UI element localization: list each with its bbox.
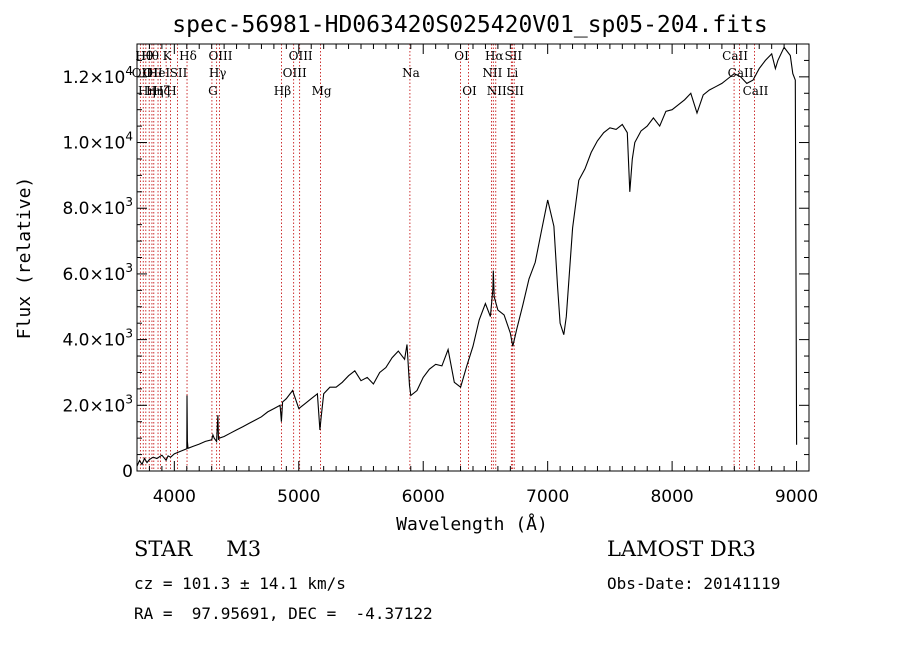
- line-marker-label: OIII: [208, 49, 232, 63]
- y-axis-label: Flux (relative): [14, 177, 35, 340]
- line-marker-label: OII: [143, 66, 163, 80]
- line-marker-label: H: [166, 84, 176, 98]
- y-tick-exponent: 3: [125, 392, 133, 406]
- x-tick-label: 7000: [526, 487, 569, 507]
- x-tick-label: 5000: [277, 487, 320, 507]
- y-tick-mantissa: 1.0×10: [62, 134, 125, 154]
- survey-name: LAMOST DR3: [607, 537, 756, 561]
- line-marker-label: Hα: [485, 49, 504, 63]
- y-tick-mantissa: 0: [122, 462, 133, 482]
- y-tick-mantissa: 4.0×10: [62, 331, 125, 351]
- line-marker-label: CaII: [728, 66, 754, 80]
- line-marker-label: NII: [487, 84, 507, 98]
- y-tick-exponent: 4: [125, 130, 133, 144]
- line-marker-label: OI: [454, 49, 469, 63]
- y-tick-mantissa: 8.0×10: [62, 199, 125, 219]
- line-marker-label: K: [163, 49, 173, 63]
- line-marker-label: OIII: [289, 49, 313, 63]
- object-class: STAR: [134, 537, 193, 561]
- y-tick-exponent: 3: [125, 261, 133, 275]
- y-tick-mantissa: 6.0×10: [62, 265, 125, 285]
- y-tick-label: 6.0×103: [62, 261, 133, 285]
- line-marker-label: HeI: [148, 66, 171, 80]
- y-tick-label: 2.0×103: [62, 392, 133, 416]
- line-marker-label: Hγ: [209, 66, 227, 80]
- y-tick-label: 1.0×104: [62, 130, 133, 154]
- line-markers: [139, 44, 755, 471]
- line-marker-label: OI: [462, 84, 477, 98]
- coordinates: RA = 97.95691, DEC = -4.37122: [134, 604, 433, 623]
- x-tick-label: 9000: [775, 487, 818, 507]
- line-marker-label: NII: [482, 66, 502, 80]
- y-tick-label: 8.0×103: [62, 195, 133, 219]
- line-marker-label: G: [208, 84, 218, 98]
- line-marker-label: Hδ: [179, 49, 197, 63]
- line-marker-label: CaII: [722, 49, 748, 63]
- line-marker-label: Hθ: [135, 49, 153, 63]
- y-tick-mantissa: 2.0×10: [62, 396, 125, 416]
- line-marker-label: OIII: [283, 66, 307, 80]
- y-tick-mantissa: 1.2×10: [62, 68, 125, 88]
- y-tick-exponent: 3: [125, 195, 133, 209]
- y-tick-exponent: 4: [125, 64, 133, 78]
- y-tick-labels: 02.0×1034.0×1036.0×1038.0×1031.0×1041.2×…: [62, 64, 133, 482]
- x-tick-label: 6000: [402, 487, 445, 507]
- spectrum-line: [136, 46, 798, 467]
- line-marker-label: CaII: [743, 84, 769, 98]
- line-marker-label: Hζ: [153, 84, 170, 98]
- object-classification: STAR M3: [134, 537, 261, 561]
- y-tick-label: 1.2×104: [62, 64, 133, 88]
- y-tick-exponent: 3: [125, 327, 133, 341]
- line-marker-label: Hβ: [274, 84, 291, 98]
- observation-date: Obs-Date: 20141119: [607, 574, 781, 593]
- line-marker-label: Mg: [312, 84, 332, 98]
- y-tick-label: 4.0×103: [62, 327, 133, 351]
- line-marker-label: Hη: [146, 84, 164, 98]
- x-tick-label: 8000: [650, 487, 693, 507]
- line-marker-label: SII: [506, 84, 524, 98]
- redshift-velocity: cz = 101.3 ± 14.1 km/s: [134, 574, 346, 593]
- y-tick-label: 0: [122, 462, 133, 482]
- x-tick-label: 4000: [153, 487, 196, 507]
- plot-frame: [136, 43, 810, 472]
- chart-title: spec-56981-HD063420S025420V01_sp05-204.f…: [172, 12, 767, 38]
- axis-ticks: [136, 43, 810, 472]
- x-tick-labels: 4000 5000 6000 7000 8000 9000: [153, 487, 818, 507]
- object-subclass: M3: [226, 537, 262, 561]
- line-marker-label: Na: [402, 66, 420, 80]
- x-axis-label: Wavelength (Å): [396, 513, 548, 535]
- line-marker-labels: OIIHθHηHθOIIHηHeIHζKHSIIHδGHγOIIIHβOIIIO…: [132, 49, 769, 98]
- line-marker-label: SII: [170, 66, 188, 80]
- line-marker-label: SII: [504, 49, 522, 63]
- line-marker-label: Li: [506, 66, 518, 80]
- line-marker-label: Hθ: [141, 49, 159, 63]
- line-marker-label: Hη: [138, 84, 156, 98]
